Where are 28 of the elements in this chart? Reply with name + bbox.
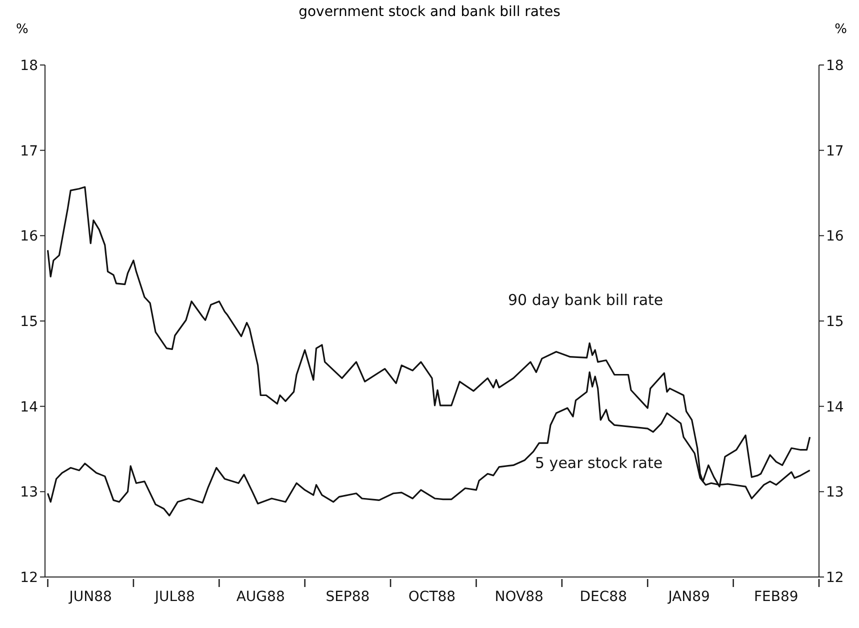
text: 90 day bank bill rate (508, 291, 664, 309)
y2-axis-title: % (834, 22, 847, 37)
y2-tick-label: 13 (826, 484, 844, 501)
y-axis-title: % (16, 22, 28, 37)
y2-tick-label: 15 (826, 314, 844, 330)
x-tick-label: SEP88 (326, 589, 370, 605)
y-tick-label: 15 (20, 314, 38, 330)
y-tick-label: 14 (20, 399, 38, 416)
y2-tick-label: 16 (826, 228, 844, 245)
y2-tick-label: 17 (826, 143, 844, 160)
chart-title: government stock and bank bill rates (298, 4, 562, 20)
x-tick-label: JUL88 (154, 589, 195, 605)
y-tick-label: 16 (20, 228, 38, 245)
series-label: 5 year stock rate (535, 454, 663, 472)
x-tick-label: JAN89 (667, 589, 710, 605)
y-tick-label: 13 (20, 484, 38, 501)
x-tick-label: DEC88 (580, 589, 627, 605)
x-tick-label: OCT88 (408, 589, 456, 605)
y-tick-label: 18 (20, 58, 38, 74)
x-tick-label: NOV88 (494, 589, 544, 605)
y-tick-label: 17 (20, 143, 38, 160)
y2-tick-label: 12 (826, 570, 844, 586)
x-tick-label: AUG88 (236, 589, 285, 605)
y2-tick-label: 14 (826, 399, 844, 416)
x-tick-label: FEB89 (754, 589, 798, 605)
y2-tick-label: 18 (826, 58, 844, 74)
y-tick-label: 12 (20, 570, 38, 586)
x-tick-label: JUN88 (68, 589, 112, 605)
